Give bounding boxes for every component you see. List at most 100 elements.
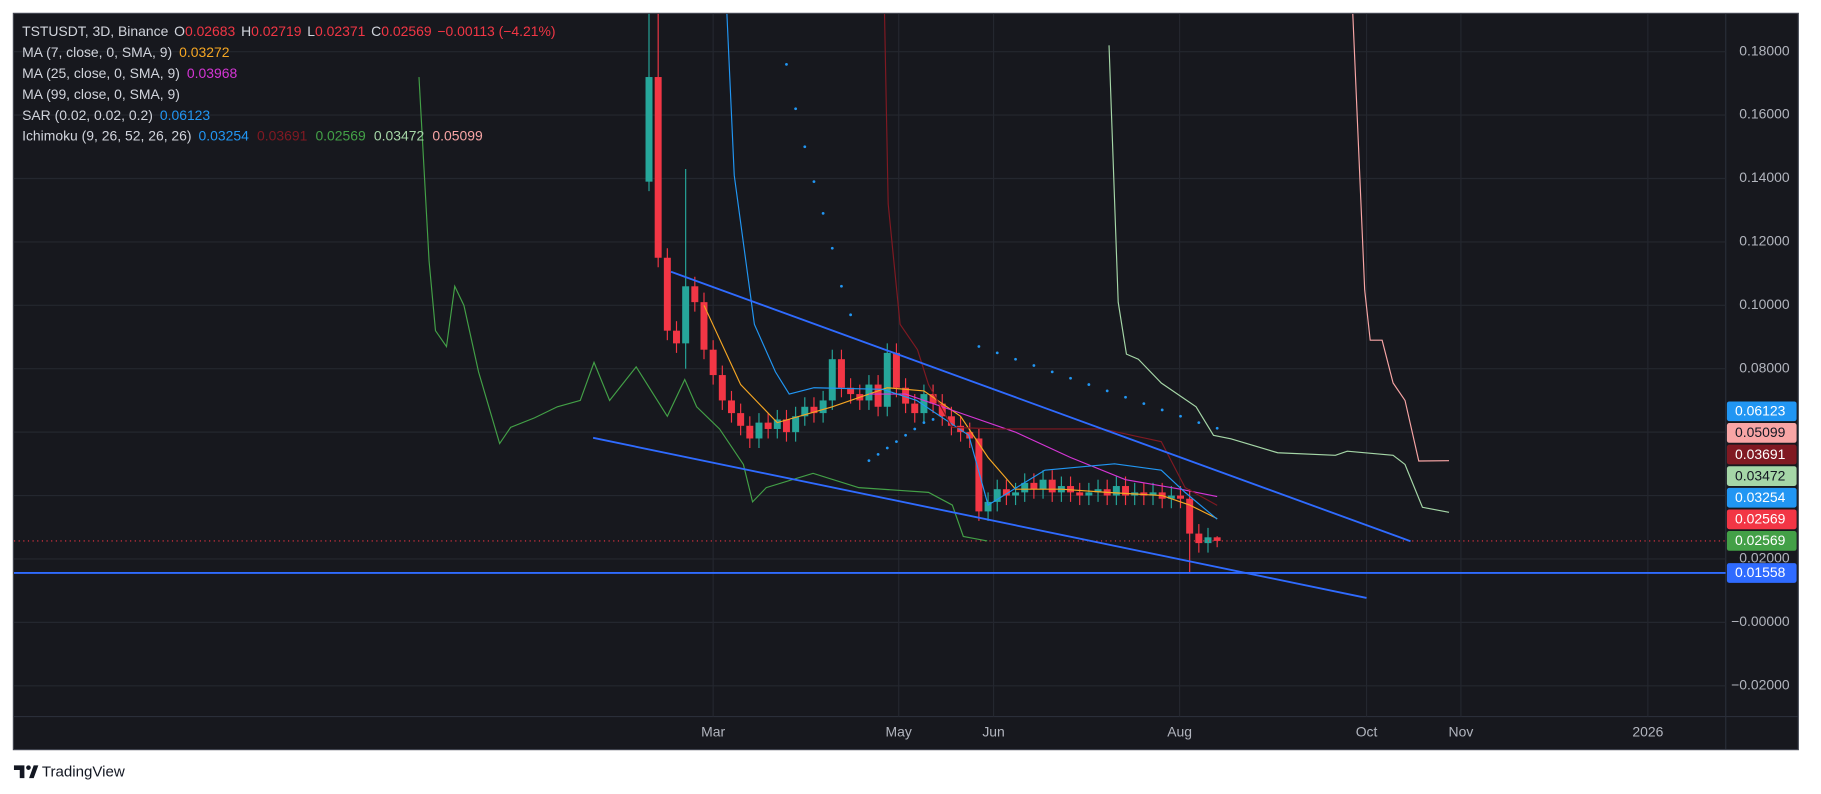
candle-body [810, 406, 818, 414]
candle-body [966, 432, 974, 439]
sar-dot [1014, 357, 1017, 361]
candle-body [883, 352, 891, 407]
legend-text: 0.03691 [257, 128, 308, 144]
price-badge [1726, 466, 1797, 486]
price-badge-label: 0.03472 [1735, 467, 1786, 483]
sar-dot [1197, 421, 1201, 425]
sar-dot [1032, 364, 1036, 367]
sar-dot [1215, 426, 1219, 430]
price-badge [1726, 531, 1797, 551]
price-badge-label: 0.03691 [1735, 446, 1786, 462]
candle-body [865, 384, 873, 401]
candle-body [1030, 482, 1038, 490]
candle-body [1177, 495, 1184, 499]
indicator-line [883, 13, 1218, 506]
legend-text: 0.03272 [179, 44, 230, 60]
x-tick-label: Jun [982, 723, 1004, 739]
sar-dot [1124, 395, 1127, 399]
trend-line [592, 436, 1367, 599]
legend-text: O [174, 23, 185, 39]
candle-body [892, 352, 900, 388]
candle-body [673, 330, 680, 344]
candle-body [1112, 486, 1120, 496]
sar-dot [995, 351, 999, 355]
candle-body [975, 438, 983, 512]
candle-body [801, 406, 809, 417]
candle-body [1195, 533, 1203, 544]
candle-body [709, 349, 717, 376]
x-tick-label: May [886, 723, 912, 739]
candle-body [1012, 492, 1020, 496]
candle-body [847, 387, 855, 395]
candle-body [874, 384, 882, 407]
legend-text: MA (7, close, 0, SMA, 9) [22, 44, 172, 60]
brand: TradingView [42, 763, 125, 780]
legend-text: L [307, 23, 315, 39]
indicator-line [868, 393, 1218, 498]
legend-text: −0.00113 (−4.21%) [437, 23, 555, 39]
sar-dot [1105, 389, 1109, 393]
sar-dot [867, 459, 871, 463]
candle-body [819, 400, 827, 414]
sar-dot [913, 427, 917, 431]
legend-text: 0.02683 [185, 23, 236, 39]
sar-dot [895, 440, 898, 444]
candle-body [1021, 482, 1029, 493]
sar-dot [821, 211, 825, 215]
x-tick-label: Nov [1449, 723, 1474, 739]
candle-body [1048, 479, 1056, 493]
y-tick-label: 0.12000 [1739, 233, 1790, 249]
legend-text: 0.05099 [432, 128, 483, 144]
price-badge-label: 0.06123 [1735, 403, 1786, 419]
price-badge-label: 0.02569 [1735, 532, 1786, 548]
candle-body [654, 77, 662, 258]
candle-body [727, 400, 735, 414]
candle-body [746, 425, 754, 439]
sar-dot [1050, 370, 1054, 374]
candle-body [773, 419, 781, 429]
y-tick-label: −0.02000 [1731, 676, 1790, 692]
legend-text: MA (99, close, 0, SMA, 9) [22, 86, 180, 102]
legend-text: MA (25, close, 0, SMA, 9) [22, 65, 180, 81]
candle-body [1076, 492, 1084, 496]
price-badge-label: 0.05099 [1735, 424, 1786, 440]
candle-body [911, 403, 919, 414]
candle-body [993, 489, 1001, 502]
tradingview-logo [13, 765, 39, 779]
legend-text: 0.02569 [381, 23, 432, 39]
legend-text: Ichimoku (9, 26, 52, 26, 26) [22, 128, 191, 144]
legend-text: 0.06123 [160, 107, 211, 123]
sar-dot [849, 313, 853, 317]
candle-body [1094, 489, 1102, 493]
sar-dot [931, 418, 935, 421]
legend-text: 0.02569 [315, 128, 366, 144]
candle-body [1085, 492, 1093, 496]
sar-dot [812, 180, 816, 184]
candle-body [947, 416, 955, 426]
sar-dot [977, 345, 981, 348]
price-badge [1726, 563, 1797, 583]
candle-body [1149, 492, 1157, 496]
sar-dot [1069, 376, 1072, 380]
candle-body [1002, 489, 1010, 496]
sar-dot [876, 452, 880, 456]
candle-body [1204, 537, 1212, 544]
candle-body [718, 375, 726, 401]
sar-dot [1087, 383, 1091, 386]
y-tick-label: 0.02000 [1739, 550, 1790, 566]
candle-body [682, 286, 690, 344]
price-badge [1726, 487, 1797, 508]
indicator-line [726, 13, 1218, 520]
x-tick-label: 2026 [1632, 723, 1663, 739]
candle-body [1039, 479, 1047, 490]
legend-text: 0.03254 [199, 128, 250, 144]
candle-body [837, 359, 845, 388]
price-badges: 0.06123 0.05099 0.03691 0.03472 0.03254 0.025… [1726, 401, 1797, 583]
y-tick-label: 0.18000 [1739, 42, 1790, 58]
indicator-line [1352, 13, 1450, 462]
price-badge [1726, 423, 1797, 443]
legend-text: H [241, 23, 251, 39]
candle-body [737, 413, 745, 426]
price-badge-label: 0.02569 [1735, 511, 1786, 527]
